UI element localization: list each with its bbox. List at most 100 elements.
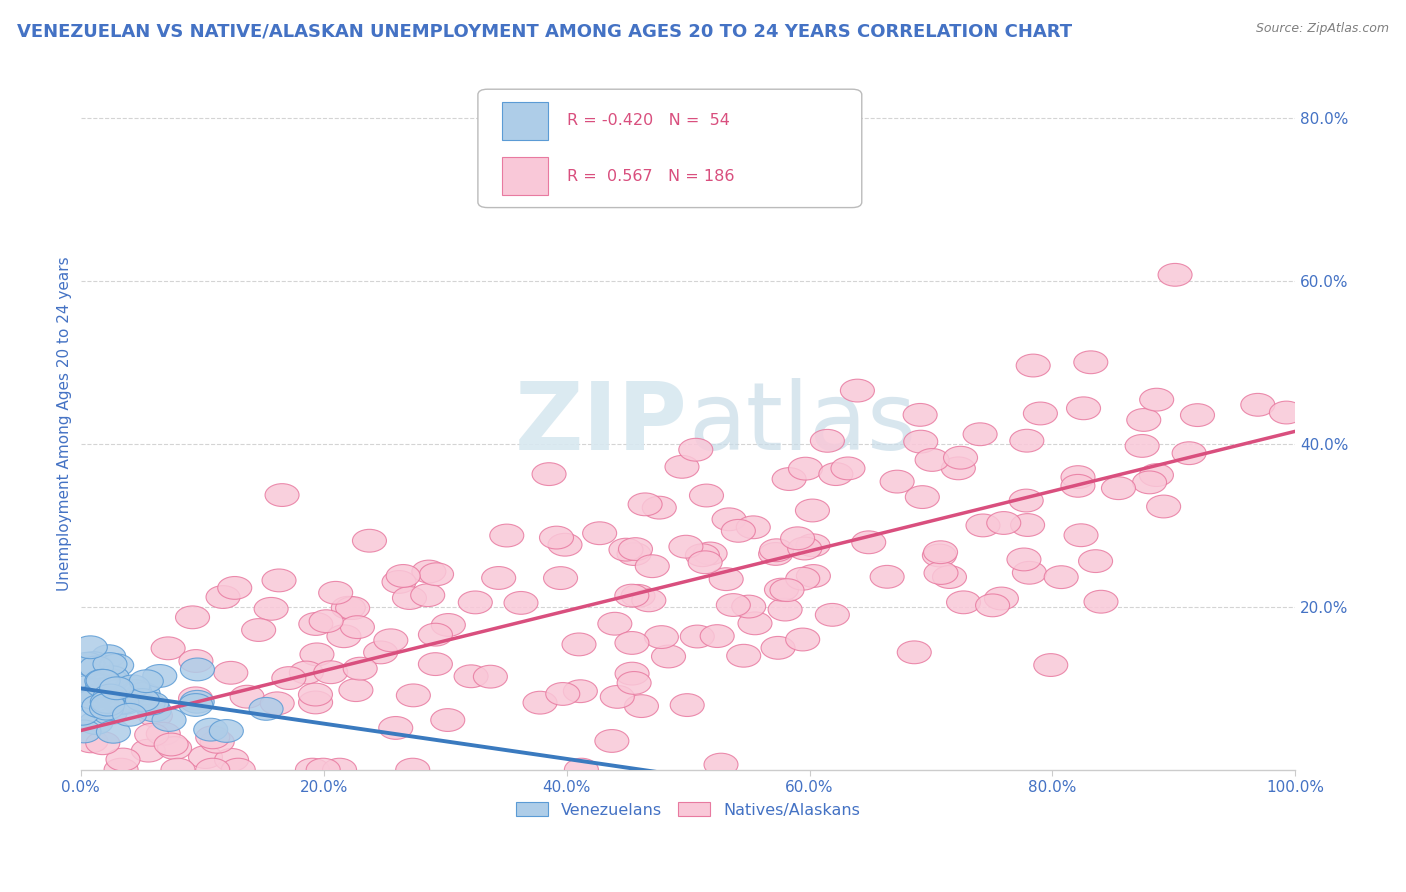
Ellipse shape (176, 606, 209, 629)
Text: R = -0.420   N =  54: R = -0.420 N = 54 (567, 113, 730, 128)
Ellipse shape (179, 694, 212, 716)
Ellipse shape (669, 535, 703, 558)
Ellipse shape (1033, 654, 1067, 676)
Ellipse shape (332, 597, 366, 619)
Ellipse shape (818, 463, 853, 485)
Ellipse shape (738, 612, 772, 635)
Ellipse shape (143, 665, 177, 688)
Ellipse shape (966, 514, 1000, 537)
Ellipse shape (614, 662, 650, 685)
Ellipse shape (831, 457, 865, 480)
Ellipse shape (218, 576, 252, 599)
Ellipse shape (100, 654, 134, 677)
Ellipse shape (1101, 477, 1136, 500)
Legend: Venezuelans, Natives/Alaskans: Venezuelans, Natives/Alaskans (510, 796, 866, 824)
Ellipse shape (242, 619, 276, 641)
Ellipse shape (922, 544, 956, 566)
Ellipse shape (716, 594, 751, 616)
Ellipse shape (108, 691, 142, 714)
Ellipse shape (761, 636, 794, 659)
Ellipse shape (340, 615, 374, 639)
Ellipse shape (195, 758, 229, 781)
Ellipse shape (631, 589, 666, 612)
Ellipse shape (546, 682, 579, 706)
Ellipse shape (1045, 566, 1078, 589)
Ellipse shape (155, 733, 188, 756)
Ellipse shape (700, 624, 734, 648)
Ellipse shape (93, 702, 127, 724)
Ellipse shape (374, 629, 408, 652)
Ellipse shape (759, 542, 793, 566)
Ellipse shape (768, 599, 803, 621)
Ellipse shape (207, 586, 240, 608)
Ellipse shape (70, 652, 104, 675)
Ellipse shape (82, 684, 115, 707)
Ellipse shape (157, 737, 191, 759)
Ellipse shape (309, 610, 343, 632)
Ellipse shape (614, 584, 648, 607)
Ellipse shape (946, 591, 980, 614)
Ellipse shape (101, 680, 135, 702)
Ellipse shape (1173, 442, 1206, 465)
Ellipse shape (180, 658, 215, 681)
Ellipse shape (120, 689, 153, 711)
Ellipse shape (665, 456, 699, 478)
Ellipse shape (1125, 434, 1159, 458)
Ellipse shape (562, 633, 596, 656)
Ellipse shape (1139, 464, 1174, 486)
Ellipse shape (75, 730, 108, 753)
Ellipse shape (138, 699, 172, 722)
Ellipse shape (943, 446, 977, 469)
Ellipse shape (796, 565, 831, 588)
Ellipse shape (86, 670, 121, 692)
Ellipse shape (685, 544, 720, 566)
Ellipse shape (260, 692, 294, 714)
Text: atlas: atlas (688, 377, 917, 469)
Ellipse shape (786, 567, 820, 591)
Ellipse shape (643, 496, 676, 519)
Ellipse shape (564, 680, 598, 703)
Ellipse shape (987, 512, 1021, 534)
Ellipse shape (131, 692, 165, 714)
Ellipse shape (387, 565, 420, 587)
Ellipse shape (90, 690, 124, 714)
Ellipse shape (711, 508, 747, 531)
Ellipse shape (65, 702, 98, 725)
Ellipse shape (693, 542, 727, 565)
Ellipse shape (1240, 393, 1275, 417)
Ellipse shape (104, 758, 138, 781)
Ellipse shape (759, 539, 793, 562)
Ellipse shape (624, 695, 658, 717)
Ellipse shape (1010, 489, 1043, 512)
Ellipse shape (314, 661, 347, 683)
Ellipse shape (924, 562, 957, 584)
Ellipse shape (215, 748, 249, 772)
Ellipse shape (1067, 397, 1101, 420)
Ellipse shape (135, 723, 169, 747)
Ellipse shape (598, 612, 631, 635)
Ellipse shape (152, 708, 186, 731)
Ellipse shape (298, 683, 332, 706)
Ellipse shape (765, 578, 799, 601)
Ellipse shape (772, 467, 806, 491)
Ellipse shape (688, 551, 723, 574)
Ellipse shape (84, 669, 120, 692)
Ellipse shape (474, 665, 508, 688)
Ellipse shape (419, 563, 454, 586)
Ellipse shape (1084, 591, 1118, 613)
FancyBboxPatch shape (502, 102, 548, 140)
Ellipse shape (548, 533, 582, 556)
Ellipse shape (432, 614, 465, 636)
Ellipse shape (600, 685, 634, 708)
Ellipse shape (87, 690, 121, 714)
Ellipse shape (1062, 475, 1095, 497)
Ellipse shape (249, 698, 283, 720)
Ellipse shape (195, 726, 229, 748)
Ellipse shape (125, 689, 159, 712)
Ellipse shape (179, 687, 212, 710)
Ellipse shape (79, 656, 114, 679)
Ellipse shape (1010, 429, 1043, 452)
Ellipse shape (482, 566, 516, 590)
Ellipse shape (307, 758, 340, 781)
Ellipse shape (523, 691, 557, 714)
